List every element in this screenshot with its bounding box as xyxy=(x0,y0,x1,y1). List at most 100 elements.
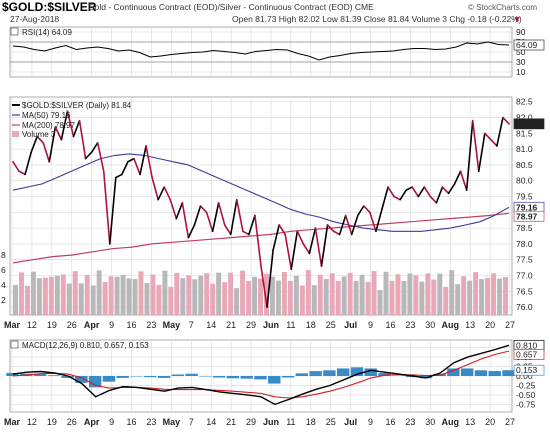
volume-bar xyxy=(431,280,436,315)
volume-bar xyxy=(389,281,394,315)
volume-y-tick: 4 xyxy=(1,280,6,290)
volume-bar xyxy=(73,271,78,315)
macd-y-tick: -0.25 xyxy=(516,380,536,390)
macd-y-tick: -0.75 xyxy=(516,399,536,409)
volume-bar xyxy=(31,272,36,315)
macd-legend: MACD(12,26,9) 0.810, 0.657, 0.153 xyxy=(22,341,149,350)
price-y-tick: 77.5 xyxy=(516,255,533,265)
volume-bar xyxy=(378,290,383,315)
x-tick-label: May xyxy=(163,320,181,330)
volume-bar xyxy=(19,272,24,315)
price-y-tick: 80.0 xyxy=(516,176,533,186)
x-tick-label: 7 xyxy=(189,320,194,330)
volume-bar xyxy=(168,287,173,315)
macd-hist-bar xyxy=(103,376,115,382)
macd-hist-bar xyxy=(241,376,253,379)
x-tick-label: 27 xyxy=(505,320,515,330)
x-tick-label-bottom: 16 xyxy=(127,417,137,427)
x-tick-label-bottom: 9 xyxy=(368,417,373,427)
x-tick-label: 21 xyxy=(226,320,236,330)
volume-bar xyxy=(174,273,179,315)
x-tick-label: Apr xyxy=(84,320,100,330)
volume-bar xyxy=(425,273,430,315)
volume-y-tick: 8 xyxy=(1,250,6,260)
macd-hist-bar xyxy=(227,376,239,378)
volume-bar xyxy=(49,277,54,315)
volume-bar xyxy=(210,284,215,315)
price-value-label-close: 81.84 xyxy=(516,119,538,129)
macd-hist-bar xyxy=(172,374,184,376)
volume-bar xyxy=(222,282,227,315)
volume-bar xyxy=(384,272,389,315)
price-y-tick: 81.0 xyxy=(516,144,533,154)
x-tick-label: 16 xyxy=(127,320,137,330)
x-tick-label-bottom: 30 xyxy=(425,417,435,427)
x-tick-label-bottom: 29 xyxy=(246,417,256,427)
chart-date: 27-Aug-2018 xyxy=(10,14,59,24)
x-tick-label: 23 xyxy=(405,320,415,330)
x-tick-label: 20 xyxy=(485,320,495,330)
volume-bar xyxy=(61,274,66,315)
rsi-collapse-box[interactable] xyxy=(11,28,18,35)
volume-bar xyxy=(270,277,275,315)
volume-bar xyxy=(252,277,257,315)
volume-bar xyxy=(467,281,472,315)
volume-bar xyxy=(258,279,263,315)
chart-symbol: $GOLD:$SILVER xyxy=(2,0,97,14)
rsi-y-tick: 90 xyxy=(516,27,526,37)
macd-value-label-hist: 0.153 xyxy=(516,365,538,375)
price-y-tick: 79.5 xyxy=(516,192,533,202)
macd-hist-bar xyxy=(185,374,197,376)
volume-bar xyxy=(354,281,359,315)
x-tick-label-bottom: 13 xyxy=(465,417,475,427)
volume-bar xyxy=(491,273,496,315)
volume-bar xyxy=(407,274,412,315)
price-y-tick: 76.5 xyxy=(516,286,533,296)
macd-hist-bar xyxy=(199,376,211,377)
volume-bar xyxy=(401,281,406,315)
macd-collapse-box[interactable] xyxy=(11,341,18,348)
volume-bar xyxy=(216,273,221,315)
volume-bar xyxy=(133,279,138,315)
x-tick-label-bottom: 25 xyxy=(326,417,336,427)
volume-bar xyxy=(55,276,60,315)
price-y-tick: 80.5 xyxy=(516,160,533,170)
volume-bar xyxy=(336,281,341,315)
price-y-tick: 77.0 xyxy=(516,271,533,281)
volume-bar xyxy=(97,270,102,315)
volume-y-tick: 2 xyxy=(1,295,6,305)
volume-bar xyxy=(348,273,353,315)
x-tick-label-bottom: 26 xyxy=(67,417,77,427)
volume-bar xyxy=(294,276,299,315)
x-tick-label-bottom: May xyxy=(163,417,181,427)
x-tick-label: 16 xyxy=(385,320,395,330)
volume-bar xyxy=(282,272,287,315)
chart-description: Gold - Continuous Contract (EOD)/Silver … xyxy=(88,2,374,12)
x-tick-label: 29 xyxy=(246,320,256,330)
volume-bar xyxy=(246,281,251,315)
volume-bar xyxy=(85,275,90,315)
macd-hist-bar xyxy=(475,370,487,376)
volume-bar xyxy=(372,271,377,315)
x-tick-label: 11 xyxy=(286,320,295,330)
volume-bar xyxy=(109,276,114,315)
x-tick-label-bottom: Aug xyxy=(441,417,459,427)
x-tick-label: 14 xyxy=(206,320,216,330)
volume-bar xyxy=(91,285,96,315)
volume-bar xyxy=(300,286,305,315)
x-tick-label-bottom: 27 xyxy=(505,417,515,427)
volume-y-tick: 6 xyxy=(1,265,6,275)
volume-bar xyxy=(79,283,84,315)
x-tick-label-bottom: 12 xyxy=(27,417,37,427)
volume-bar xyxy=(186,275,191,315)
volume-bar xyxy=(121,275,126,315)
macd-hist-bar xyxy=(268,376,280,384)
volume-bar xyxy=(127,278,132,315)
volume-bar xyxy=(37,278,42,315)
macd-hist-bar xyxy=(130,376,142,377)
x-tick-label: 25 xyxy=(326,320,336,330)
volume-bar xyxy=(443,287,448,315)
volume-bar xyxy=(449,270,454,315)
volume-bar xyxy=(234,288,239,315)
